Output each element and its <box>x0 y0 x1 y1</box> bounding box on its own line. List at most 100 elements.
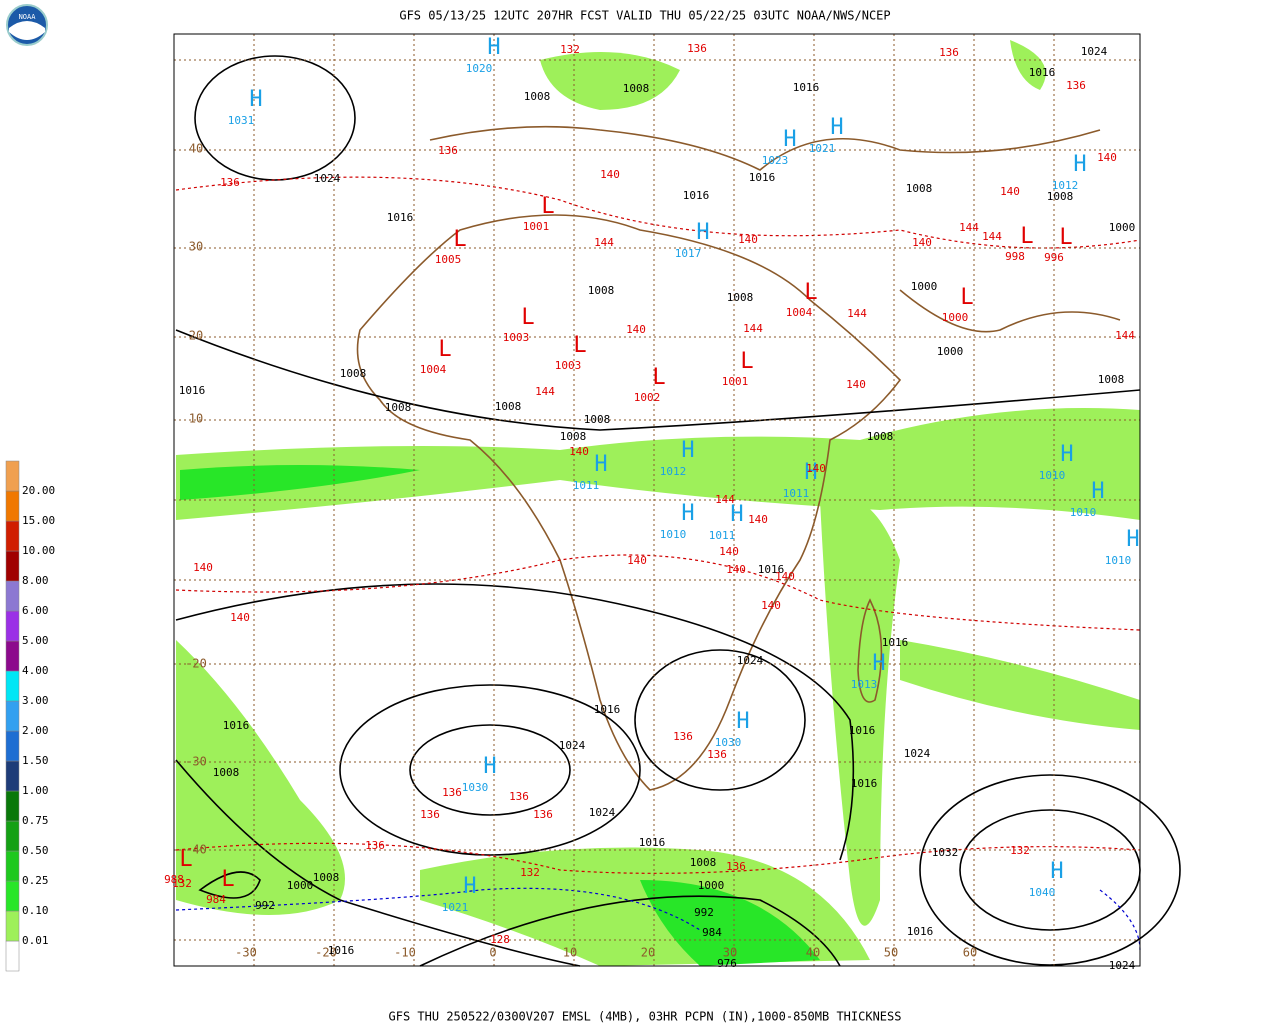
longitude-label: 0 <box>489 946 496 960</box>
low-pressure: 1003 <box>555 359 582 372</box>
thickness-label: 140 <box>627 554 647 567</box>
thickness-label: 140 <box>1097 151 1117 164</box>
low-pressure: 1005 <box>435 253 462 266</box>
longitude-label: 40 <box>806 946 820 960</box>
isobar-label: 1016 <box>179 384 206 397</box>
latitude-label: 10 <box>189 412 203 426</box>
thickness-label: 140 <box>761 599 781 612</box>
legend-label: 0.75 <box>22 814 49 827</box>
thickness-label: 136 <box>533 808 553 821</box>
high-pressure: 1010 <box>1105 554 1132 567</box>
legend-swatch <box>5 490 20 522</box>
isobar-label: 1008 <box>340 367 367 380</box>
isobar-label: 1024 <box>1109 959 1136 972</box>
thickness-line <box>175 176 1141 249</box>
thickness-label: 136 <box>673 730 693 743</box>
legend-label: 0.50 <box>22 844 49 857</box>
longitude-label: 60 <box>963 946 977 960</box>
low-pressure: 996 <box>1044 251 1064 264</box>
isobar-label: 1008 <box>1098 373 1125 386</box>
legend-swatch <box>5 820 20 852</box>
legend-swatch <box>5 790 20 822</box>
legend-swatch <box>5 700 20 732</box>
latitude-label: 20 <box>189 329 203 343</box>
thickness-label: 136 <box>707 748 727 761</box>
thickness-label: 144 <box>743 322 763 335</box>
thickness-line <box>175 887 1141 951</box>
isobar-label: 1016 <box>328 944 355 957</box>
thickness-label: 136 <box>442 786 462 799</box>
high-pressure: 1010 <box>1039 469 1066 482</box>
high-pressure: 1017 <box>675 247 702 260</box>
isobar-label: 976 <box>717 957 737 970</box>
thickness-label: 140 <box>846 378 866 391</box>
thickness-label: 136 <box>220 176 240 189</box>
low-symbol: L <box>541 194 554 219</box>
legend-label: 20.00 <box>22 484 55 497</box>
low-pressure: 984 <box>206 893 226 906</box>
thickness-label: 140 <box>806 462 826 475</box>
legend-swatch <box>5 640 20 672</box>
isobar <box>634 649 806 791</box>
high-symbol: H <box>872 651 885 676</box>
longitude-label: 50 <box>884 946 898 960</box>
map-fields <box>175 40 1181 967</box>
low-symbol: L <box>453 227 466 252</box>
legend-label: 3.00 <box>22 694 49 707</box>
thickness-label: 140 <box>738 233 758 246</box>
isobar-label: 1032 <box>932 846 959 859</box>
thickness-label: 136 <box>939 46 959 59</box>
thickness-label: 140 <box>726 563 746 576</box>
footer-caption: GFS THU 250522/0300V207 EMSL (4MB), 03HR… <box>389 1010 902 1024</box>
low-pressure: 1002 <box>634 391 661 404</box>
thickness-label: 136 <box>365 839 385 852</box>
legend-label: 8.00 <box>22 574 49 587</box>
high-symbol: H <box>681 438 694 463</box>
isobar-label: 1016 <box>849 724 876 737</box>
legend-label: 0.10 <box>22 904 49 917</box>
isobar <box>175 329 1141 431</box>
thickness-label: 136 <box>420 808 440 821</box>
low-symbol: L <box>179 847 192 872</box>
isobar-label: 1008 <box>867 430 894 443</box>
coastline <box>429 125 1121 333</box>
low-pressure: 1004 <box>786 306 813 319</box>
low-symbol: L <box>1020 224 1033 249</box>
isobar-label: 1008 <box>495 400 522 413</box>
low-pressure: 1001 <box>722 375 749 388</box>
coastline <box>857 598 883 703</box>
thickness-label: 128 <box>490 933 510 946</box>
thickness-label: 144 <box>847 307 867 320</box>
low-pressure: 1001 <box>523 220 550 233</box>
thickness-label: 144 <box>594 236 614 249</box>
thickness-label: 132 <box>172 877 192 890</box>
isobar-label: 1016 <box>907 925 934 938</box>
isobar-label: 1008 <box>524 90 551 103</box>
high-symbol: H <box>1060 442 1073 467</box>
isobar <box>339 684 641 856</box>
thickness-label: 140 <box>569 445 589 458</box>
high-pressure: 1021 <box>809 142 836 155</box>
legend: 0.01 0.10 0.25 0.50 0.75 1.00 1.50 2.00 3.00 4.00… <box>5 460 55 972</box>
high-symbol: H <box>483 754 496 779</box>
isobar-label: 1024 <box>904 747 931 760</box>
thickness-label: 144 <box>959 221 979 234</box>
isobar-label: 1008 <box>313 871 340 884</box>
thickness-label: 132 <box>520 866 540 879</box>
thickness-label: 136 <box>687 42 707 55</box>
low-symbol: L <box>221 867 234 892</box>
high-pressure: 1030 <box>462 781 489 794</box>
isobar-label: 1016 <box>594 703 621 716</box>
low-symbol: L <box>960 285 973 310</box>
thickness-label: 132 <box>1010 844 1030 857</box>
isobar-label: 1016 <box>387 211 414 224</box>
low-symbol: L <box>804 280 817 305</box>
isobar-label: 1008 <box>584 413 611 426</box>
isobar-label: 1008 <box>623 82 650 95</box>
thickness-line <box>175 554 1141 631</box>
thickness-label: 140 <box>230 611 250 624</box>
precip-band <box>820 496 900 926</box>
isobar-label: 1000 <box>698 879 725 892</box>
thickness-label: 144 <box>535 385 555 398</box>
